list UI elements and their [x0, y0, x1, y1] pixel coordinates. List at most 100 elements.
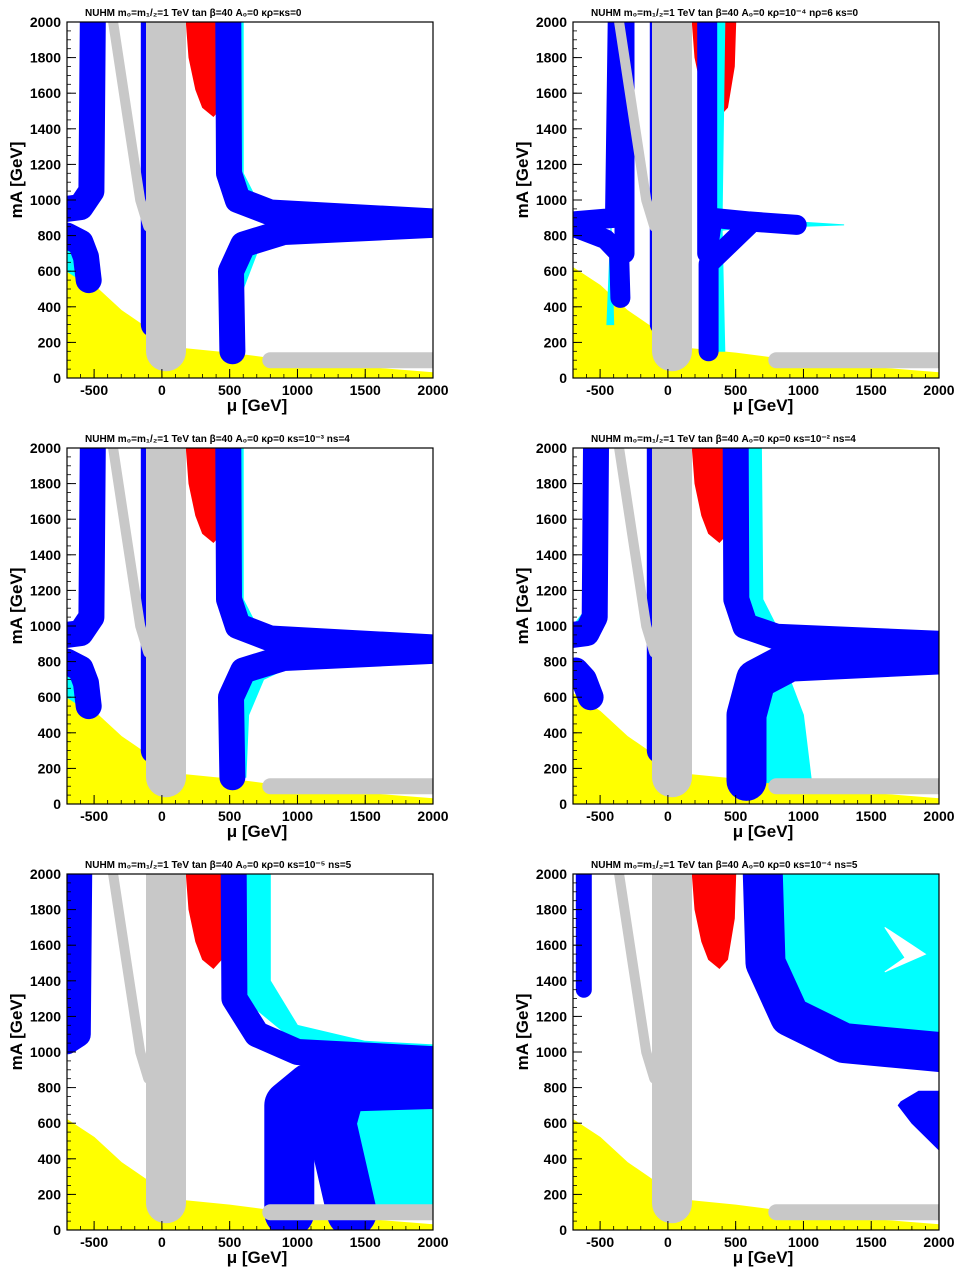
- plot-content: [573, 448, 939, 804]
- x-tick-label: 2000: [923, 1234, 954, 1250]
- y-tick-label: 600: [38, 263, 62, 279]
- y-tick-label: 200: [38, 1186, 62, 1202]
- band-1: [67, 874, 93, 1055]
- y-tick-label: 0: [559, 1222, 567, 1238]
- y-tick-label: 1800: [30, 50, 61, 66]
- y-tick-label: 1600: [30, 511, 61, 527]
- x-tick-label: 0: [664, 382, 672, 398]
- x-tick-label: -500: [80, 382, 108, 398]
- x-axis-label: μ [GeV]: [733, 822, 793, 841]
- x-tick-label: 2000: [923, 808, 954, 824]
- y-tick-label: 1200: [536, 1008, 567, 1024]
- y-tick-label: 800: [544, 228, 568, 244]
- y-tick-label: 1000: [30, 618, 61, 634]
- x-tick-label: 1500: [856, 382, 887, 398]
- y-tick-label: 0: [559, 370, 567, 386]
- y-tick-label: 1600: [536, 85, 567, 101]
- y-tick-label: 1000: [536, 618, 567, 634]
- band-1: [67, 22, 106, 222]
- x-axis-label: μ [GeV]: [733, 396, 793, 415]
- x-tick-label: 1000: [788, 382, 819, 398]
- y-tick-label: 1000: [30, 192, 61, 208]
- y-tick-label: 200: [544, 334, 568, 350]
- y-tick-label: 400: [544, 299, 568, 315]
- y-tick-label: 2000: [536, 866, 567, 882]
- y-tick-label: 600: [544, 1115, 568, 1131]
- band-4: [722, 448, 939, 657]
- y-tick-label: 400: [38, 725, 62, 741]
- chart-panel-3: -500 0 500 1000 1500 2000 0 200 400 600 800 1000 120…: [7, 434, 449, 841]
- x-tick-label: -500: [80, 808, 108, 824]
- y-tick-label: 1800: [536, 476, 567, 492]
- y-tick-label: 1200: [536, 156, 567, 172]
- y-axis-label: mA [GeV]: [513, 994, 532, 1071]
- chart-panel-4: -500 0 500 1000 1500 2000 0 200 400 600 800 1000 120…: [513, 434, 955, 841]
- y-tick-label: 1200: [30, 582, 61, 598]
- y-tick-label: 600: [38, 1115, 62, 1131]
- y-tick-label: 200: [544, 760, 568, 776]
- x-tick-label: 500: [218, 808, 242, 824]
- x-tick-label: 1000: [282, 1234, 313, 1250]
- y-tick-label: 1400: [30, 121, 61, 137]
- band-7: [108, 874, 154, 1084]
- y-tick-label: 1800: [30, 476, 61, 492]
- region-3: [237, 874, 433, 1055]
- x-tick-label: 1500: [350, 1234, 381, 1250]
- plot-content: [573, 874, 939, 1230]
- band-7: [108, 448, 154, 658]
- y-tick-label: 800: [544, 654, 568, 670]
- y-tick-label: 1400: [536, 121, 567, 137]
- y-tick-label: 0: [53, 1222, 61, 1238]
- y-tick-label: 400: [544, 1151, 568, 1167]
- band-4: [264, 1059, 433, 1230]
- y-tick-label: 400: [38, 1151, 62, 1167]
- panel-title: NUHM m₀=m₁/₂=1 TeV tan β=40 A₀=0 κρ=0 κs…: [591, 434, 856, 445]
- band-4: [215, 22, 433, 235]
- band-1: [573, 448, 609, 648]
- x-tick-label: 1500: [350, 808, 381, 824]
- x-tick-label: 0: [664, 1234, 672, 1250]
- x-tick-label: -500: [586, 1234, 614, 1250]
- y-tick-label: 0: [559, 796, 567, 812]
- region-4: [884, 926, 927, 973]
- band-8: [614, 22, 660, 232]
- x-tick-label: 0: [664, 808, 672, 824]
- x-tick-label: 2000: [417, 1234, 448, 1250]
- y-tick-label: 800: [38, 1080, 62, 1096]
- x-tick-label: 0: [158, 382, 166, 398]
- y-tick-label: 1600: [30, 937, 61, 953]
- band-7: [108, 22, 154, 232]
- x-tick-label: -500: [80, 1234, 108, 1250]
- y-tick-label: 200: [38, 760, 62, 776]
- y-tick-label: 1000: [536, 192, 567, 208]
- x-tick-label: 2000: [417, 382, 448, 398]
- y-axis-label: mA [GeV]: [513, 142, 532, 219]
- region-4: [713, 22, 845, 352]
- y-tick-label: 1600: [536, 937, 567, 953]
- panel-title: NUHM m₀=m₁/₂=1 TeV tan β=40 A₀=0 κρ=0 κs…: [85, 434, 350, 445]
- band-3: [220, 874, 433, 1073]
- y-tick-label: 2000: [536, 14, 567, 30]
- y-tick-label: 400: [544, 725, 568, 741]
- chart-panel-5: -500 0 500 1000 1500 2000 0 200 400 600 800 1000 120…: [7, 860, 449, 1267]
- band-2: [67, 222, 102, 294]
- x-tick-label: 2000: [923, 382, 954, 398]
- y-tick-label: 1400: [536, 973, 567, 989]
- chart-panel-6: -500 0 500 1000 1500 2000 0 200 400 600 800 1000 120…: [513, 860, 955, 1267]
- plot-content: [67, 448, 433, 804]
- y-tick-label: 1200: [536, 582, 567, 598]
- x-tick-label: 500: [724, 382, 748, 398]
- plot-content: [67, 874, 433, 1230]
- region-5: [897, 1090, 939, 1151]
- chart-panel-1: -500 0 500 1000 1500 2000 0 200 400 600 800 1000 120…: [7, 8, 449, 415]
- band-5: [218, 211, 433, 365]
- region-2: [691, 874, 737, 969]
- band-5: [218, 637, 433, 791]
- y-tick-label: 600: [38, 689, 62, 705]
- y-tick-label: 1800: [536, 50, 567, 66]
- x-axis-label: μ [GeV]: [733, 1248, 793, 1267]
- x-axis-label: μ [GeV]: [227, 396, 287, 415]
- y-tick-label: 1200: [30, 156, 61, 172]
- y-tick-label: 1600: [536, 511, 567, 527]
